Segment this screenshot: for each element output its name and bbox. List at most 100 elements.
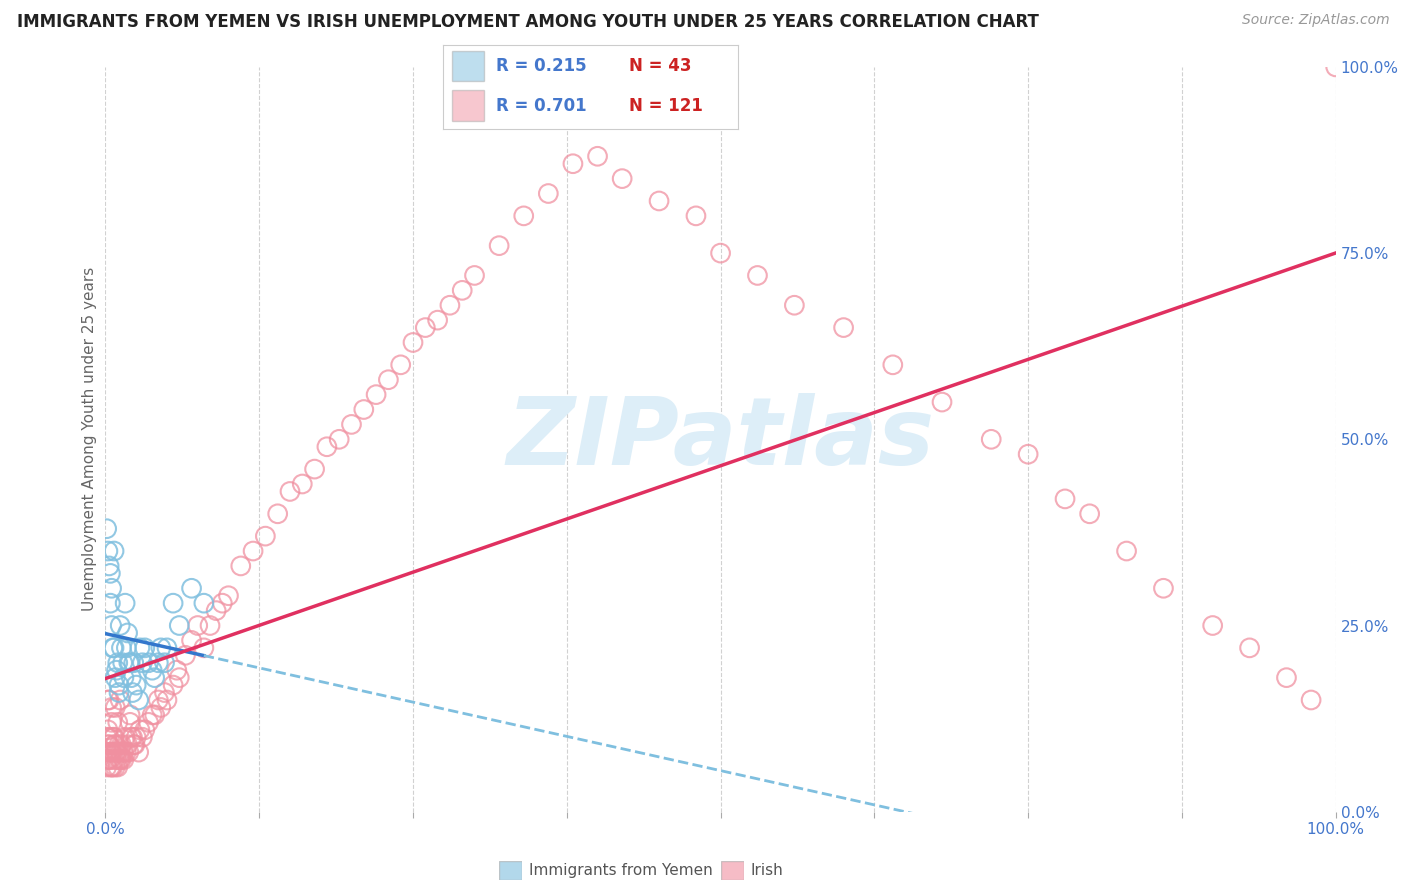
Point bbox=[1078, 507, 1101, 521]
Point bbox=[254, 529, 277, 543]
Point bbox=[149, 640, 172, 655]
Point bbox=[1301, 693, 1323, 707]
Point bbox=[328, 433, 350, 447]
Point bbox=[128, 693, 150, 707]
Point bbox=[105, 753, 128, 767]
Point bbox=[98, 745, 122, 759]
Point bbox=[108, 678, 131, 692]
Point bbox=[278, 484, 301, 499]
Point bbox=[198, 618, 221, 632]
Point bbox=[97, 753, 120, 767]
Point bbox=[291, 477, 314, 491]
Point bbox=[100, 582, 122, 596]
Point bbox=[96, 730, 118, 744]
Point bbox=[96, 760, 118, 774]
Point bbox=[537, 186, 560, 201]
Point bbox=[1239, 640, 1261, 655]
Point bbox=[148, 656, 170, 670]
Text: ZIPatlas: ZIPatlas bbox=[506, 393, 935, 485]
Point bbox=[426, 313, 449, 327]
Point bbox=[108, 753, 131, 767]
Point bbox=[124, 738, 146, 752]
Point bbox=[110, 753, 132, 767]
Point bbox=[118, 745, 141, 759]
Point bbox=[125, 730, 148, 744]
Point bbox=[105, 663, 128, 677]
Point bbox=[143, 707, 166, 722]
Point bbox=[141, 663, 163, 677]
Point bbox=[402, 335, 425, 350]
Point bbox=[96, 522, 118, 536]
Point bbox=[832, 320, 855, 334]
Point bbox=[98, 566, 122, 581]
Point bbox=[107, 760, 129, 774]
Point bbox=[1115, 544, 1137, 558]
Point bbox=[104, 760, 127, 774]
Point bbox=[101, 640, 124, 655]
Point bbox=[143, 671, 166, 685]
Point bbox=[100, 760, 122, 774]
Point bbox=[562, 157, 585, 171]
Point bbox=[121, 730, 143, 744]
Point bbox=[120, 671, 142, 685]
Point bbox=[122, 738, 145, 752]
Point bbox=[104, 671, 127, 685]
Point bbox=[117, 626, 139, 640]
Point bbox=[267, 507, 290, 521]
Point bbox=[685, 209, 707, 223]
Point bbox=[120, 730, 142, 744]
Point bbox=[100, 618, 122, 632]
Point bbox=[242, 544, 264, 558]
Point bbox=[110, 738, 132, 752]
Point bbox=[340, 417, 363, 432]
Text: N = 43: N = 43 bbox=[628, 57, 692, 75]
Point bbox=[377, 373, 399, 387]
Point bbox=[304, 462, 326, 476]
Point bbox=[205, 604, 228, 618]
Point bbox=[98, 760, 122, 774]
Point bbox=[128, 745, 150, 759]
Point bbox=[107, 745, 129, 759]
Point bbox=[138, 656, 160, 670]
Point bbox=[112, 753, 135, 767]
Point bbox=[415, 320, 437, 334]
Point bbox=[103, 730, 125, 744]
Point bbox=[97, 693, 120, 707]
Text: R = 0.701: R = 0.701 bbox=[496, 96, 586, 114]
Point bbox=[110, 640, 132, 655]
Point bbox=[488, 238, 510, 252]
Y-axis label: Unemployment Among Youth under 25 years: Unemployment Among Youth under 25 years bbox=[82, 268, 97, 611]
Point bbox=[180, 582, 202, 596]
Text: Immigrants from Yemen: Immigrants from Yemen bbox=[529, 863, 713, 878]
Point bbox=[104, 738, 127, 752]
Point bbox=[1017, 447, 1039, 461]
Point bbox=[783, 298, 806, 312]
Point bbox=[211, 596, 233, 610]
Point bbox=[180, 633, 202, 648]
Point bbox=[100, 715, 122, 730]
Point bbox=[112, 671, 135, 685]
Point bbox=[169, 671, 191, 685]
Point bbox=[1153, 582, 1175, 596]
Point bbox=[100, 700, 122, 714]
Point bbox=[747, 268, 769, 283]
Point bbox=[114, 596, 136, 610]
Point bbox=[1054, 491, 1077, 506]
Point bbox=[120, 656, 141, 670]
Point bbox=[162, 678, 184, 692]
Point bbox=[98, 738, 121, 752]
Point bbox=[121, 685, 143, 699]
Point bbox=[882, 358, 904, 372]
Point bbox=[125, 678, 148, 692]
Point bbox=[111, 745, 134, 759]
Point bbox=[156, 693, 179, 707]
Point bbox=[1202, 618, 1225, 632]
Point bbox=[229, 558, 252, 573]
Point bbox=[648, 194, 671, 208]
Text: IMMIGRANTS FROM YEMEN VS IRISH UNEMPLOYMENT AMONG YOUTH UNDER 25 YEARS CORRELATI: IMMIGRANTS FROM YEMEN VS IRISH UNEMPLOYM… bbox=[17, 13, 1039, 31]
Bar bbox=[451, 90, 484, 120]
Point bbox=[710, 246, 733, 260]
Point bbox=[134, 640, 156, 655]
Point bbox=[166, 663, 188, 677]
Point bbox=[193, 596, 215, 610]
